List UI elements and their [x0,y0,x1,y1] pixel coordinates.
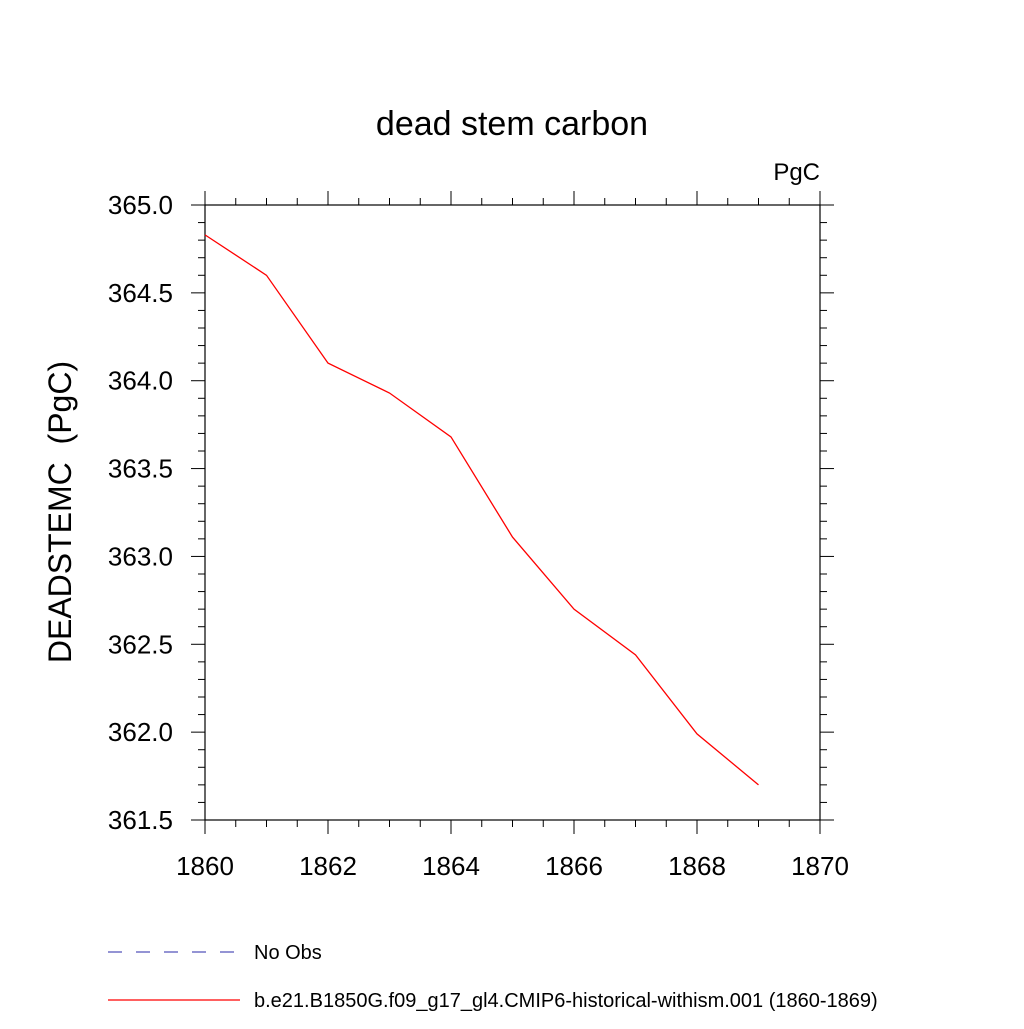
y-tick-label: 364.0 [108,366,173,396]
y-tick-label: 363.0 [108,541,173,571]
legend-label: b.e21.B1850G.f09_g17_gl4.CMIP6-historica… [254,990,878,1012]
y-axis-label: DEADSTEMC (PgC) [42,361,78,663]
units-label: PgC [773,159,820,186]
y-tick-label: 362.5 [108,629,173,659]
plot-frame [204,204,821,821]
x-tick-label: 1870 [791,851,849,881]
y-tick-label: 365.0 [108,190,173,220]
axis-ticks: 1860 1862 1864 1866 1868 1870 361.5 362.0 362.5 3… [108,190,849,881]
series-line [204,234,759,786]
y-tick-label: 362.0 [108,717,173,747]
y-tick-label: 361.5 [108,805,173,835]
legend: No Obs b.e21.B1850G.f09_g17_gl4.CMIP6-his… [108,942,878,1012]
x-tick-label: 1866 [545,851,603,881]
legend-label: No Obs [254,942,322,964]
x-tick-label: 1862 [299,851,357,881]
series-layer [204,234,759,786]
x-tick-label: 1864 [422,851,480,881]
x-tick-label: 1860 [176,851,234,881]
y-tick-label: 364.5 [108,278,173,308]
y-tick-label: 363.5 [108,454,173,484]
x-tick-label: 1868 [668,851,726,881]
chart-title: dead stem carbon [376,105,648,143]
